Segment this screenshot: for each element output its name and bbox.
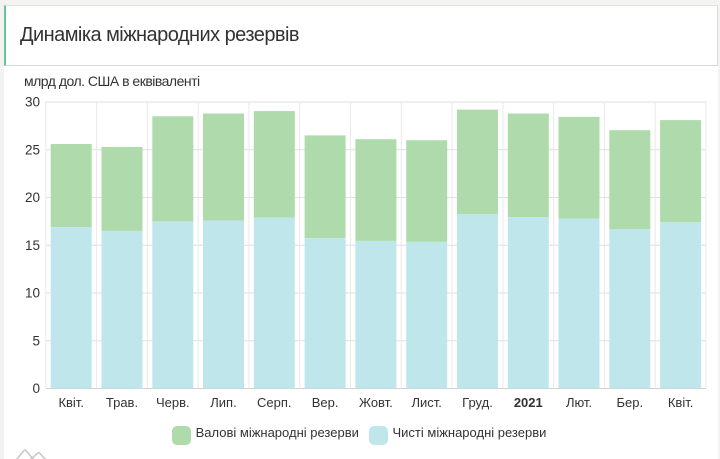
svg-text:Вер.: Вер. (312, 395, 339, 410)
svg-text:Квіт.: Квіт. (58, 395, 84, 410)
svg-text:Лют.: Лют. (566, 395, 592, 410)
svg-text:2021: 2021 (514, 395, 543, 410)
svg-text:Лист.: Лист. (411, 395, 441, 410)
svg-text:Груд.: Груд. (462, 395, 493, 410)
svg-text:Черв.: Черв. (156, 395, 190, 410)
svg-text:15: 15 (25, 238, 40, 253)
svg-text:Лип.: Лип. (210, 395, 236, 410)
svg-text:10: 10 (25, 286, 40, 301)
svg-text:5: 5 (32, 333, 40, 348)
svg-text:20: 20 (25, 190, 40, 205)
svg-text:25: 25 (25, 142, 40, 157)
svg-text:Жовт.: Жовт. (359, 395, 393, 410)
svg-text:Трав.: Трав. (106, 395, 138, 410)
svg-text:Квіт.: Квіт. (668, 395, 694, 410)
svg-text:0: 0 (32, 381, 40, 396)
svg-text:Бер.: Бер. (616, 395, 643, 410)
svg-text:30: 30 (25, 95, 40, 110)
svg-text:Серп.: Серп. (257, 395, 292, 410)
